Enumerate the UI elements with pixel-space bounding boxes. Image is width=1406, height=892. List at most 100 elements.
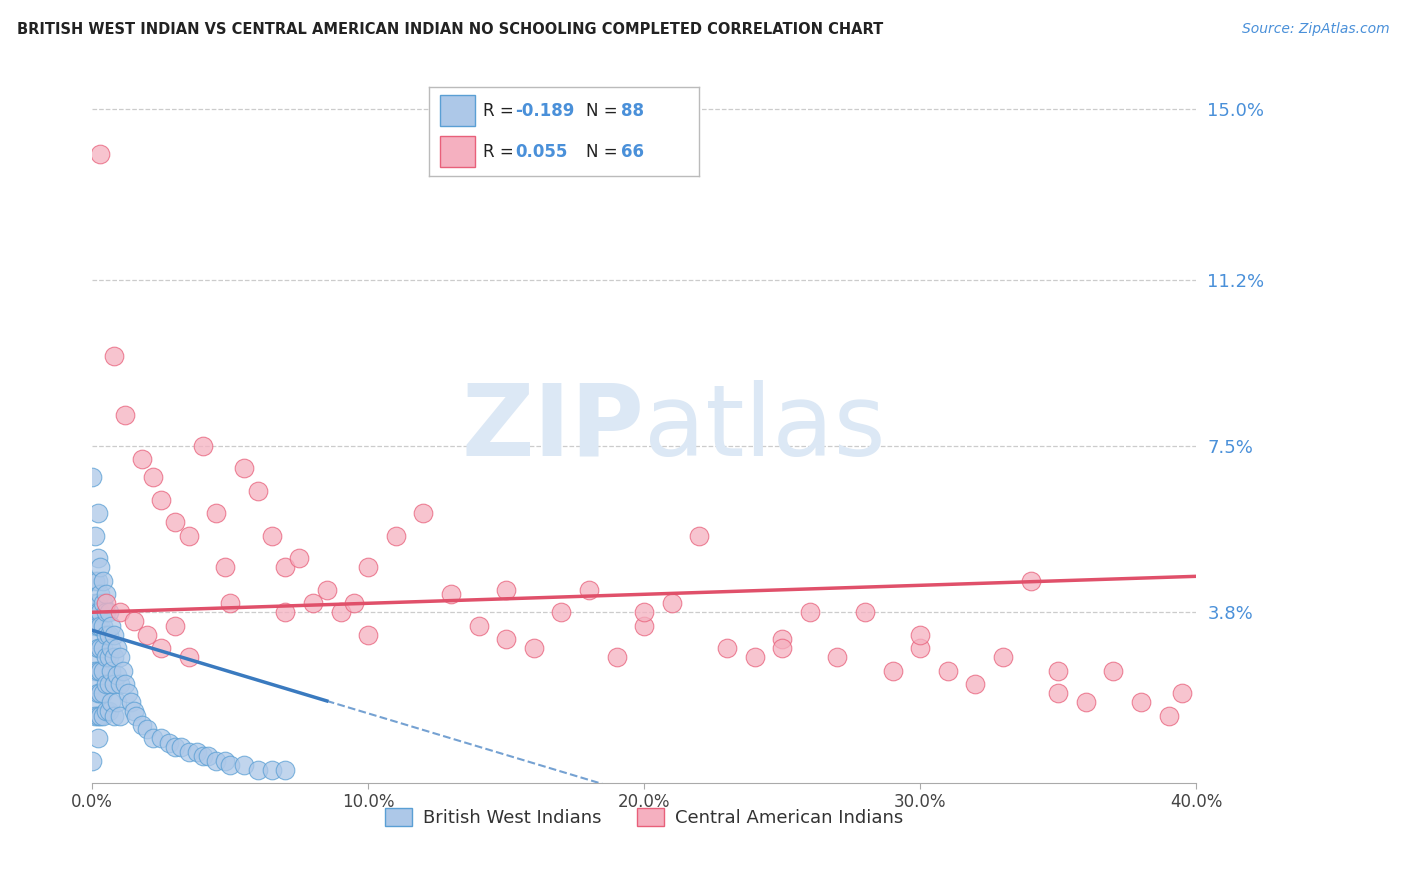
Point bbox=[86, 708, 108, 723]
Point bbox=[1157, 708, 1180, 723]
Point bbox=[84, 596, 107, 610]
Point bbox=[89, 147, 111, 161]
Point bbox=[233, 758, 256, 772]
Point bbox=[97, 650, 120, 665]
Point bbox=[882, 664, 904, 678]
Point bbox=[716, 641, 738, 656]
Point bbox=[89, 587, 111, 601]
Point bbox=[111, 664, 134, 678]
Point bbox=[385, 529, 408, 543]
Point bbox=[1047, 664, 1070, 678]
Point bbox=[105, 668, 128, 682]
Point bbox=[89, 641, 111, 656]
Point bbox=[150, 641, 173, 656]
Point bbox=[1102, 664, 1125, 678]
Point bbox=[86, 686, 108, 700]
Point bbox=[329, 605, 352, 619]
Point bbox=[136, 722, 159, 736]
Point bbox=[97, 628, 120, 642]
Point bbox=[246, 763, 269, 777]
Point bbox=[94, 587, 117, 601]
Point bbox=[86, 551, 108, 566]
Point bbox=[186, 745, 208, 759]
Point bbox=[1130, 695, 1153, 709]
Point bbox=[82, 754, 104, 768]
Point bbox=[214, 754, 236, 768]
Point bbox=[94, 596, 117, 610]
Point bbox=[688, 529, 710, 543]
Point bbox=[103, 677, 125, 691]
Point bbox=[302, 596, 325, 610]
Point bbox=[89, 619, 111, 633]
Point bbox=[84, 605, 107, 619]
Point bbox=[744, 650, 766, 665]
Point bbox=[1171, 686, 1194, 700]
Point bbox=[86, 641, 108, 656]
Point bbox=[100, 664, 122, 678]
Point bbox=[97, 704, 120, 718]
Point bbox=[108, 650, 131, 665]
Point bbox=[163, 516, 186, 530]
Point bbox=[136, 628, 159, 642]
Point bbox=[103, 349, 125, 363]
Point bbox=[191, 749, 214, 764]
Point bbox=[274, 605, 297, 619]
Legend: British West Indians, Central American Indians: British West Indians, Central American I… bbox=[378, 801, 911, 834]
Point bbox=[91, 619, 114, 633]
Point bbox=[84, 529, 107, 543]
Point bbox=[606, 650, 628, 665]
Point bbox=[108, 677, 131, 691]
Point bbox=[94, 650, 117, 665]
Point bbox=[827, 650, 849, 665]
Point bbox=[661, 596, 683, 610]
Point bbox=[117, 686, 139, 700]
Point bbox=[770, 632, 793, 647]
Point bbox=[89, 605, 111, 619]
Point bbox=[177, 745, 200, 759]
Point bbox=[288, 551, 311, 566]
Point bbox=[159, 736, 181, 750]
Point bbox=[550, 605, 572, 619]
Point bbox=[1019, 574, 1042, 588]
Point bbox=[84, 677, 107, 691]
Point bbox=[125, 708, 148, 723]
Point bbox=[89, 708, 111, 723]
Point bbox=[100, 641, 122, 656]
Point bbox=[86, 574, 108, 588]
Point bbox=[86, 664, 108, 678]
Point bbox=[84, 664, 107, 678]
Point bbox=[103, 628, 125, 642]
Point bbox=[94, 704, 117, 718]
Point bbox=[357, 560, 380, 574]
Point bbox=[94, 677, 117, 691]
Point bbox=[163, 619, 186, 633]
Point bbox=[91, 574, 114, 588]
Point bbox=[233, 461, 256, 475]
Point bbox=[89, 686, 111, 700]
Point bbox=[177, 529, 200, 543]
Text: atlas: atlas bbox=[644, 379, 886, 476]
Point bbox=[219, 758, 242, 772]
Point bbox=[142, 731, 165, 745]
Point bbox=[274, 763, 297, 777]
Point bbox=[495, 632, 517, 647]
Point bbox=[105, 641, 128, 656]
Point bbox=[122, 704, 145, 718]
Point bbox=[142, 470, 165, 484]
Point bbox=[578, 582, 600, 597]
Point bbox=[100, 695, 122, 709]
Point bbox=[120, 695, 142, 709]
Point bbox=[214, 560, 236, 574]
Point bbox=[246, 483, 269, 498]
Point bbox=[205, 507, 228, 521]
Point bbox=[91, 641, 114, 656]
Point bbox=[191, 439, 214, 453]
Point bbox=[440, 587, 463, 601]
Point bbox=[150, 492, 173, 507]
Point bbox=[163, 740, 186, 755]
Point bbox=[908, 641, 931, 656]
Point bbox=[86, 596, 108, 610]
Point bbox=[94, 605, 117, 619]
Text: ZIP: ZIP bbox=[461, 379, 644, 476]
Point bbox=[177, 650, 200, 665]
